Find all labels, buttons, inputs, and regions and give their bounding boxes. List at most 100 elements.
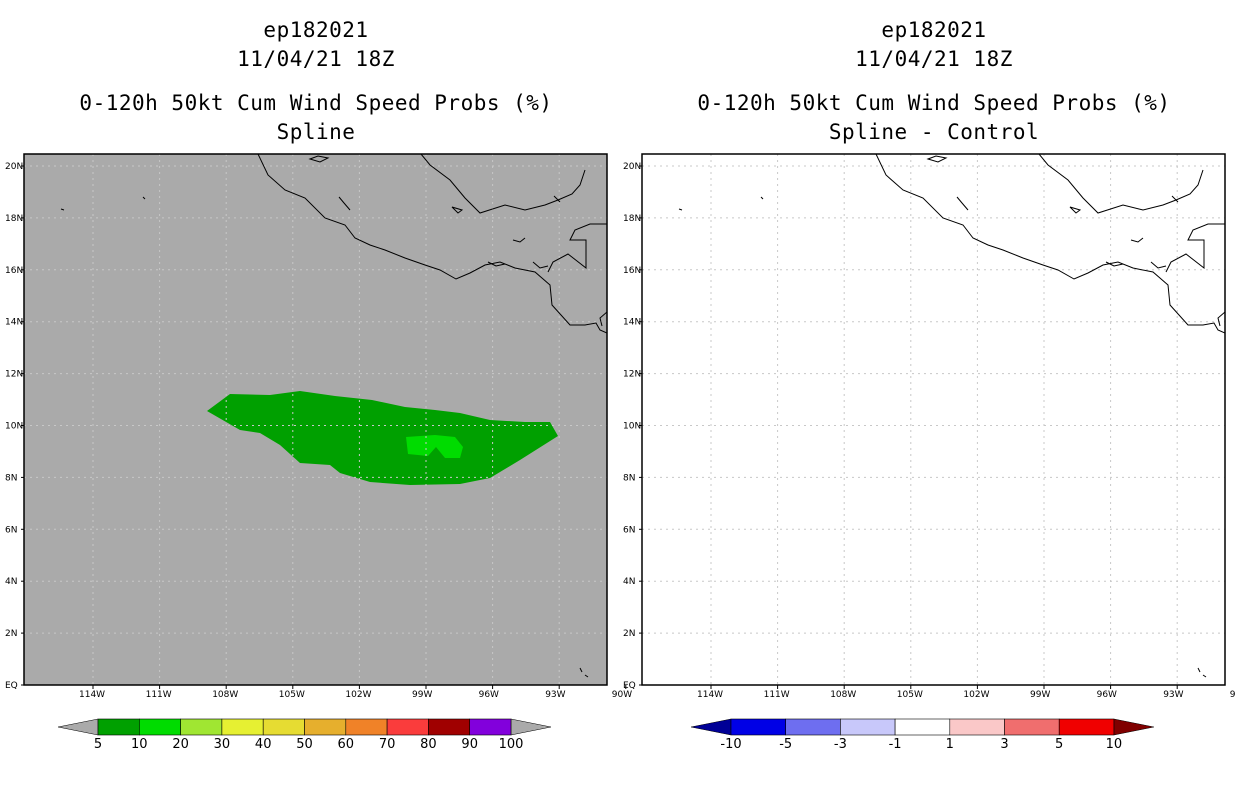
left-colorbar-label-5: 50 bbox=[296, 737, 313, 752]
right-lon-label-99W: 99W bbox=[1030, 690, 1050, 700]
right-colorbar-label-4: 1 bbox=[946, 737, 954, 752]
left-colorbar-label-10: 100 bbox=[499, 737, 524, 752]
left-lon-label-90W: 90W bbox=[612, 690, 632, 700]
left-colorbar-low-arrow bbox=[57, 718, 99, 736]
left-colorbar-segment-7 bbox=[386, 718, 429, 736]
right-colorbar-segment-1 bbox=[785, 718, 841, 736]
right-colorbar-label-7: 10 bbox=[1106, 737, 1123, 752]
left-colorbar-label-8: 80 bbox=[420, 737, 437, 752]
right-lon-label-108W: 108W bbox=[830, 690, 856, 700]
right-colorbar-high-arrow bbox=[1113, 718, 1154, 736]
right-colorbar-label-6: 5 bbox=[1055, 737, 1063, 752]
prob-contour-10-20 bbox=[406, 435, 463, 458]
left-lon-label-93W: 93W bbox=[545, 690, 565, 700]
right-colorbar-segment-3 bbox=[894, 718, 951, 736]
left-lat-label-14N: 14N bbox=[5, 318, 23, 328]
left-lon-label-105W: 105W bbox=[279, 690, 305, 700]
right-lat-label-6N: 6N bbox=[623, 525, 635, 535]
right-lon-label-114W: 114W bbox=[697, 690, 723, 700]
left-colorbar-label-2: 20 bbox=[172, 737, 189, 752]
left-lon-label-111W: 111W bbox=[146, 690, 172, 700]
left-colorbar-label-4: 40 bbox=[255, 737, 272, 752]
right-grid-lines bbox=[642, 154, 1225, 685]
right-lat-label-18N: 18N bbox=[623, 214, 641, 224]
right-map-frame bbox=[641, 153, 1226, 686]
left-lat-label-16N: 16N bbox=[5, 266, 23, 276]
left-lat-label-18N: 18N bbox=[5, 214, 23, 224]
right-colorbar-label-3: -1 bbox=[889, 737, 902, 752]
left-lon-label-114W: 114W bbox=[79, 690, 105, 700]
left-colorbar-high-arrow bbox=[510, 718, 552, 736]
right-colorbar: -10 -5 -3 -1 1 3 5 10 bbox=[690, 718, 1154, 752]
right-storm-id: ep182021 bbox=[881, 18, 987, 42]
left-lon-label-102W: 102W bbox=[345, 690, 371, 700]
left-lat-label-2N: 2N bbox=[5, 629, 17, 639]
right-colorbar-label-2: -3 bbox=[834, 737, 847, 752]
right-colorbar-segment-2 bbox=[840, 718, 896, 736]
left-colorbar-segment-5 bbox=[304, 718, 347, 736]
left-storm-id: ep182021 bbox=[263, 18, 369, 42]
right-colorbar-segment-0 bbox=[730, 718, 787, 736]
right-datetime: 11/04/21 18Z bbox=[855, 47, 1013, 71]
left-coastline bbox=[60, 154, 607, 678]
right-lat-label-10N: 10N bbox=[623, 422, 641, 432]
left-colorbar-segment-0 bbox=[97, 718, 140, 736]
left-map-frame bbox=[23, 153, 608, 686]
right-lat-label-4N: 4N bbox=[623, 577, 635, 587]
left-lat-label-8N: 8N bbox=[5, 473, 17, 483]
prob-contour-5-10 bbox=[207, 391, 558, 485]
right-lat-label-20N: 20N bbox=[623, 162, 641, 172]
right-lon-label-102W: 102W bbox=[963, 690, 989, 700]
right-colorbar-label-0: -10 bbox=[720, 737, 741, 752]
right-lon-label-93W: 93W bbox=[1163, 690, 1183, 700]
left-datetime: 11/04/21 18Z bbox=[237, 47, 395, 71]
left-map-panel: 114W 111W 108W 105W 102W 99W 96W 93W 90W EQ 2N 4N 6N… bbox=[5, 153, 632, 700]
left-colorbar-segment-8 bbox=[428, 718, 470, 736]
left-axis-ticks: 114W 111W 108W 105W 102W 99W 96W 93W 90W EQ 2N 4N 6N… bbox=[5, 162, 632, 700]
left-colorbar-segment-9 bbox=[469, 718, 512, 736]
right-method: Spline - Control bbox=[828, 120, 1040, 144]
right-colorbar-segment-6 bbox=[1058, 718, 1115, 736]
left-lat-label-EQ: EQ bbox=[5, 681, 18, 691]
left-colorbar-segment-3 bbox=[221, 718, 264, 736]
left-lat-label-6N: 6N bbox=[5, 525, 17, 535]
right-lat-label-12N: 12N bbox=[623, 370, 641, 380]
left-colorbar-segment-2 bbox=[180, 718, 223, 736]
left-colorbar-label-3: 30 bbox=[214, 737, 231, 752]
right-colorbar-label-5: 3 bbox=[1000, 737, 1008, 752]
right-lat-label-8N: 8N bbox=[623, 473, 635, 483]
right-map-panel: 114W 111W 108W 105W 102W 99W 96W 93W 90W EQ 2N 4N 6N… bbox=[623, 153, 1236, 700]
left-method: Spline bbox=[276, 120, 356, 144]
left-lat-label-10N: 10N bbox=[5, 422, 23, 432]
right-lat-label-2N: 2N bbox=[623, 629, 635, 639]
left-colorbar-segment-1 bbox=[139, 718, 181, 736]
left-lat-label-12N: 12N bbox=[5, 370, 23, 380]
left-colorbar-label-7: 70 bbox=[379, 737, 396, 752]
right-lon-label-96W: 96W bbox=[1097, 690, 1117, 700]
right-axis-ticks: 114W 111W 108W 105W 102W 99W 96W 93W 90W EQ 2N 4N 6N… bbox=[623, 162, 1236, 700]
left-colorbar-label-6: 60 bbox=[338, 737, 355, 752]
left-lat-label-4N: 4N bbox=[5, 577, 17, 587]
left-lon-label-96W: 96W bbox=[479, 690, 499, 700]
left-lon-label-108W: 108W bbox=[212, 690, 238, 700]
right-colorbar-low-arrow bbox=[690, 718, 732, 736]
right-colorbar-segment-5 bbox=[1004, 718, 1060, 736]
right-map-background bbox=[642, 154, 1225, 685]
left-product-title: 0-120h 50kt Cum Wind Speed Probs (%) bbox=[79, 91, 553, 115]
left-lat-label-20N: 20N bbox=[5, 162, 23, 172]
right-lat-label-EQ: EQ bbox=[623, 681, 636, 691]
left-colorbar-label-0: 5 bbox=[94, 737, 102, 752]
right-lat-label-14N: 14N bbox=[623, 318, 641, 328]
left-grid-lines bbox=[24, 154, 607, 685]
right-coastline bbox=[678, 154, 1225, 678]
left-colorbar-label-1: 10 bbox=[131, 737, 148, 752]
left-colorbar-label-9: 90 bbox=[461, 737, 478, 752]
right-colorbar-label-1: -5 bbox=[779, 737, 792, 752]
right-lon-label-90W: 90W bbox=[1230, 690, 1236, 700]
right-product-title: 0-120h 50kt Cum Wind Speed Probs (%) bbox=[697, 91, 1171, 115]
right-colorbar-segment-4 bbox=[949, 718, 1005, 736]
left-colorbar-segment-4 bbox=[262, 718, 305, 736]
left-colorbar: 5 10 20 30 40 50 60 70 80 90 100 bbox=[57, 718, 552, 752]
right-lon-label-105W: 105W bbox=[897, 690, 923, 700]
